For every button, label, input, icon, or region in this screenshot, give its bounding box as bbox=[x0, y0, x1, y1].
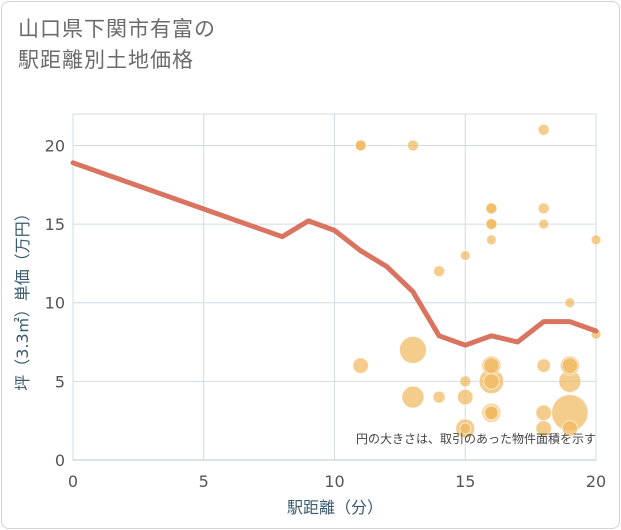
x-tick-label: 15 bbox=[455, 472, 475, 491]
chart-title-line-2: 駅距離別土地価格 bbox=[18, 48, 194, 72]
y-tick-label: 15 bbox=[45, 215, 65, 234]
y-tick-label: 20 bbox=[45, 136, 65, 155]
data-point bbox=[537, 123, 550, 136]
data-point bbox=[483, 373, 500, 390]
scatter-points bbox=[352, 123, 602, 439]
data-point bbox=[456, 388, 474, 406]
data-point bbox=[564, 297, 576, 309]
x-tick-label: 0 bbox=[68, 472, 78, 491]
trend-line bbox=[70, 160, 599, 348]
trend-line-group bbox=[70, 160, 599, 348]
data-point bbox=[538, 218, 550, 230]
data-point bbox=[432, 390, 446, 404]
data-point bbox=[354, 139, 367, 152]
tick-labels: 0 5 10 15 20 0 5 10 15 20 bbox=[45, 136, 607, 491]
y-tick-label: 0 bbox=[55, 451, 65, 470]
chart-title: 山口県下関市有富の 駅距離別土地価格 bbox=[18, 14, 216, 76]
data-point bbox=[536, 358, 551, 373]
data-point bbox=[590, 234, 602, 246]
data-point bbox=[484, 405, 499, 421]
data-point bbox=[459, 375, 472, 388]
data-point bbox=[459, 422, 472, 435]
data-point bbox=[459, 250, 471, 261]
y-tick-label: 5 bbox=[55, 372, 65, 391]
y-axis-label: 坪（3.3㎡）単価（万円） bbox=[13, 205, 32, 390]
data-point bbox=[485, 234, 497, 246]
x-tick-label: 5 bbox=[199, 472, 209, 491]
data-point bbox=[561, 357, 579, 374]
data-point bbox=[485, 218, 498, 231]
data-point bbox=[483, 357, 500, 374]
chart-title-line-1: 山口県下関市有富の bbox=[18, 17, 216, 41]
x-tick-label: 10 bbox=[324, 472, 344, 491]
data-point bbox=[352, 357, 369, 374]
data-point bbox=[406, 139, 419, 152]
x-tick-label: 20 bbox=[586, 472, 606, 491]
data-point bbox=[485, 202, 498, 215]
data-point bbox=[398, 335, 427, 364]
grid-lines bbox=[72, 113, 597, 461]
data-point bbox=[561, 420, 579, 437]
x-axis-label: 駅距離（分） bbox=[287, 498, 383, 517]
data-point bbox=[537, 202, 550, 215]
data-point bbox=[535, 420, 552, 437]
data-point bbox=[535, 404, 552, 422]
data-point bbox=[401, 385, 425, 409]
size-note: 円の大きさは、取引のあった物件面積を示す bbox=[356, 431, 596, 446]
data-point bbox=[433, 265, 446, 278]
y-tick-label: 10 bbox=[45, 294, 65, 313]
